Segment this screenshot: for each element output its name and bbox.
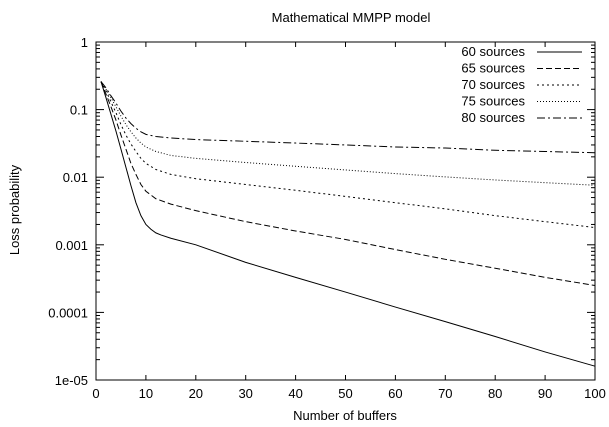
legend-label: 70 sources: [461, 77, 525, 92]
y-tick-label: 0.01: [63, 170, 88, 185]
y-tick-label: 1e-05: [55, 373, 88, 388]
legend-label: 65 sources: [461, 61, 525, 76]
x-tick-label: 0: [92, 386, 99, 401]
series-lines: [100, 81, 596, 367]
series-line-2: [100, 81, 596, 286]
x-axis-title: Number of buffers: [293, 408, 397, 423]
x-tick-label: 10: [139, 386, 153, 401]
series-line-4: [100, 81, 596, 186]
x-tick-label: 70: [438, 386, 452, 401]
series-line-3: [100, 81, 596, 229]
series-line-5: [100, 81, 596, 154]
x-tick-label: 50: [338, 386, 352, 401]
x-tick-label: 20: [189, 386, 203, 401]
series-line-1: [100, 81, 596, 367]
y-tick-label: 0.001: [55, 238, 88, 253]
x-tick-label: 80: [488, 386, 502, 401]
chart-title: Mathematical MMPP model: [272, 10, 431, 25]
y-tick-label: 1: [81, 35, 88, 50]
legend-label: 60 sources: [461, 44, 525, 59]
x-tick-label: 40: [288, 386, 302, 401]
y-axis-title: Loss probability: [7, 164, 22, 255]
y-tick-label: 0.1: [70, 103, 88, 118]
y-tick-label: 0.0001: [48, 305, 88, 320]
y-axis: 1 0.1 0.01 0.001 0.0001 1e-05: [48, 35, 595, 388]
x-tick-label: 100: [584, 386, 606, 401]
x-tick-label: 60: [388, 386, 402, 401]
x-tick-label: 90: [538, 386, 552, 401]
x-axis: 0 10 20 30 40 50 60 70 80 90 100: [92, 42, 606, 401]
legend-label: 80 sources: [461, 110, 525, 125]
x-tick-label: 30: [238, 386, 252, 401]
legend-label: 75 sources: [461, 94, 525, 109]
